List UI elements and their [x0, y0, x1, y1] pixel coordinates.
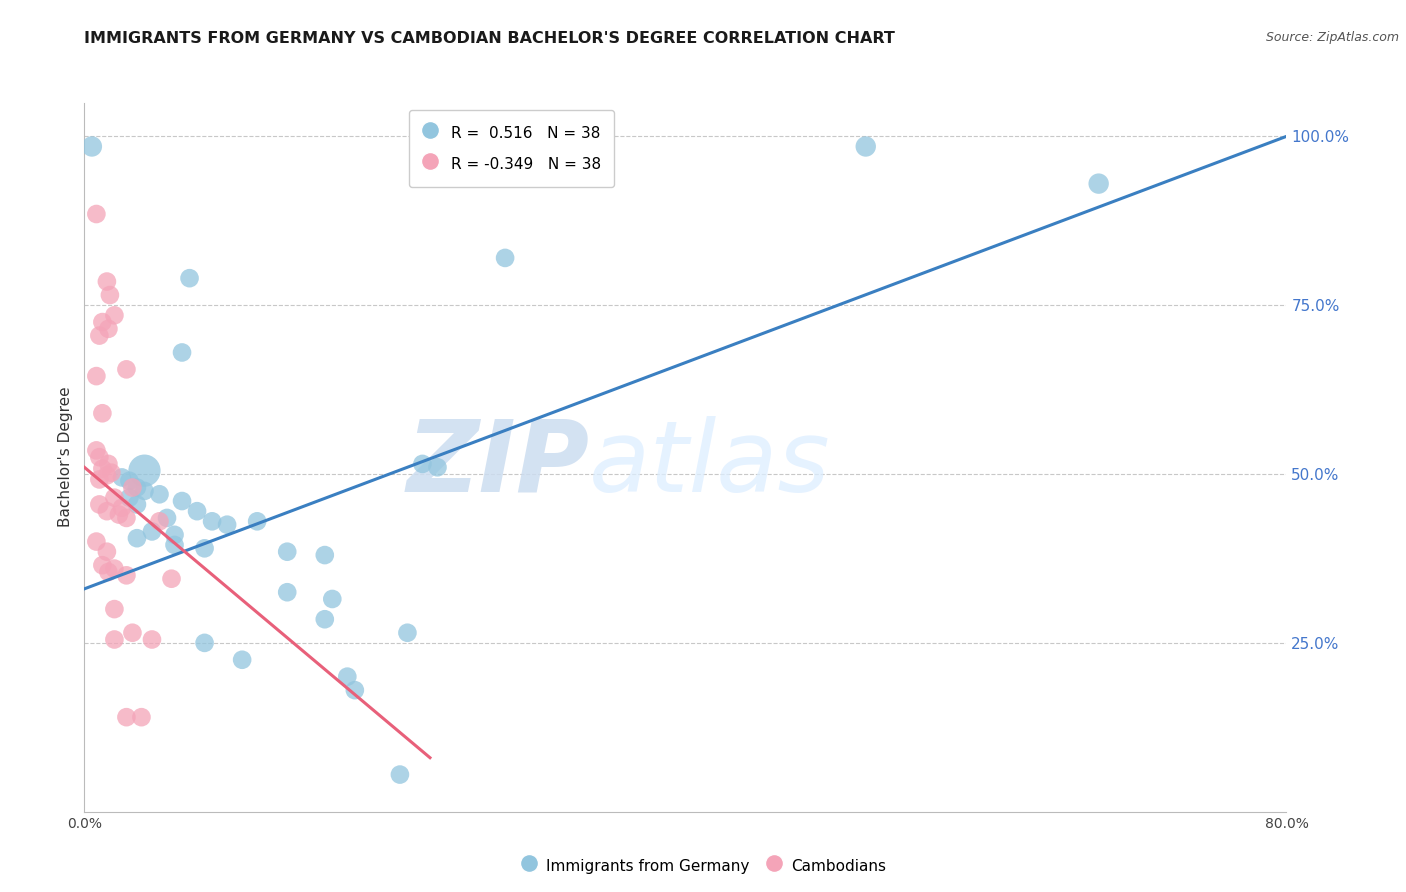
- Point: [89, 328, 111, 343]
- Point: [314, 612, 336, 626]
- Legend: R =  0.516   N = 38, R = -0.349   N = 38: R = 0.516 N = 38, R = -0.349 N = 38: [409, 111, 613, 187]
- Point: [96, 275, 118, 289]
- Point: [86, 443, 108, 458]
- Point: [396, 625, 419, 640]
- Point: [141, 632, 163, 647]
- Point: [89, 497, 111, 511]
- Point: [86, 534, 108, 549]
- Point: [156, 511, 179, 525]
- Point: [194, 541, 217, 556]
- Point: [111, 500, 134, 515]
- Point: [343, 683, 366, 698]
- Text: atlas: atlas: [589, 416, 831, 513]
- Point: [186, 504, 208, 518]
- Point: [179, 271, 201, 285]
- Point: [103, 491, 125, 505]
- Point: [96, 544, 118, 558]
- Point: [134, 483, 156, 498]
- Point: [91, 461, 114, 475]
- Point: [163, 538, 186, 552]
- Point: [170, 494, 193, 508]
- Point: [111, 470, 134, 484]
- Point: [118, 491, 141, 505]
- Text: Source: ZipAtlas.com: Source: ZipAtlas.com: [1265, 31, 1399, 45]
- Point: [97, 565, 120, 579]
- Point: [231, 653, 253, 667]
- Point: [276, 585, 298, 599]
- Point: [96, 468, 118, 483]
- Point: [217, 517, 239, 532]
- Point: [98, 288, 121, 302]
- Point: [115, 511, 138, 525]
- Point: [115, 710, 138, 724]
- Point: [855, 139, 877, 153]
- Point: [115, 362, 138, 376]
- Point: [89, 472, 111, 486]
- Point: [141, 524, 163, 539]
- Point: [91, 406, 114, 420]
- Text: ZIP: ZIP: [406, 416, 589, 513]
- Point: [246, 514, 269, 528]
- Point: [86, 207, 108, 221]
- Point: [121, 625, 143, 640]
- Point: [388, 767, 411, 781]
- Point: [125, 497, 148, 511]
- Point: [336, 670, 359, 684]
- Point: [89, 450, 111, 464]
- Point: [108, 508, 131, 522]
- Point: [103, 602, 125, 616]
- Point: [125, 531, 148, 545]
- Point: [276, 544, 298, 558]
- Point: [97, 322, 120, 336]
- Point: [118, 474, 141, 488]
- Point: [314, 548, 336, 562]
- Y-axis label: Bachelor's Degree: Bachelor's Degree: [58, 387, 73, 527]
- Point: [103, 632, 125, 647]
- Point: [100, 466, 122, 480]
- Point: [201, 514, 224, 528]
- Point: [170, 345, 193, 359]
- Text: IMMIGRANTS FROM GERMANY VS CAMBODIAN BACHELOR'S DEGREE CORRELATION CHART: IMMIGRANTS FROM GERMANY VS CAMBODIAN BAC…: [84, 31, 896, 46]
- Point: [103, 561, 125, 575]
- Point: [125, 481, 148, 495]
- Point: [97, 457, 120, 471]
- Point: [148, 487, 170, 501]
- Point: [163, 528, 186, 542]
- Point: [121, 481, 143, 495]
- Point: [96, 504, 118, 518]
- Point: [86, 369, 108, 384]
- Point: [194, 636, 217, 650]
- Point: [91, 558, 114, 573]
- Point: [148, 514, 170, 528]
- Point: [160, 572, 183, 586]
- Point: [91, 315, 114, 329]
- Point: [134, 464, 156, 478]
- Point: [115, 568, 138, 582]
- Point: [103, 308, 125, 322]
- Point: [80, 139, 103, 153]
- Point: [494, 251, 516, 265]
- Point: [321, 592, 343, 607]
- Legend: Immigrants from Germany, Cambodians: Immigrants from Germany, Cambodians: [513, 847, 893, 884]
- Point: [1087, 177, 1109, 191]
- Point: [411, 457, 433, 471]
- Point: [131, 710, 153, 724]
- Point: [426, 460, 449, 475]
